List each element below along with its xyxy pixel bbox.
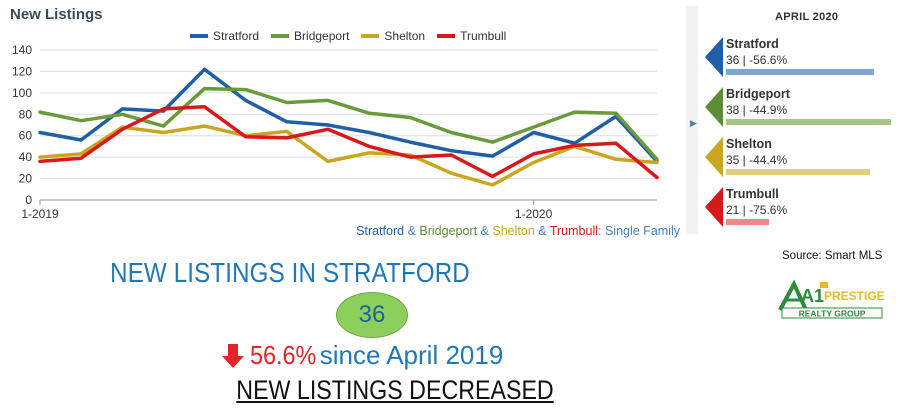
chart-subtitle: Stratford & Bridgeport & Shelton & Trumb… bbox=[356, 224, 680, 238]
city-bar bbox=[726, 119, 891, 125]
count-value: 36 bbox=[358, 301, 386, 328]
y-tick-label: 40 bbox=[19, 150, 33, 164]
logo-word: PRESTIGE bbox=[824, 289, 885, 303]
y-tick-label: 100 bbox=[12, 86, 32, 100]
legend-swatch bbox=[190, 34, 208, 38]
legend-item-trumbull[interactable]: Trumbull bbox=[437, 29, 506, 43]
april-summary-panel: APRIL 2020 Stratford 36 | -56.6% Bridgepor… bbox=[703, 0, 918, 250]
city-bar bbox=[726, 169, 870, 175]
legend-swatch bbox=[361, 34, 380, 38]
city-name: Stratford bbox=[726, 37, 779, 51]
legend-label: Trumbull bbox=[460, 29, 507, 43]
y-tick-label: 80 bbox=[19, 107, 33, 121]
series-line-shelton bbox=[38, 124, 659, 187]
city-marker-icon bbox=[705, 37, 723, 77]
line-chart-panel: New Listings Stratford Bridgeport Shelton T… bbox=[0, 0, 690, 250]
headline: NEW LISTINGS IN STRATFORD bbox=[110, 257, 470, 288]
count-badge: 36 bbox=[336, 292, 408, 338]
y-tick-label: 60 bbox=[19, 129, 33, 143]
chart-legend: Stratford Bridgeport Shelton Trumbull bbox=[190, 29, 506, 43]
city-marker-icon bbox=[705, 137, 723, 177]
city-stat: 36 | -56.6% bbox=[726, 53, 788, 67]
subtitle-part: Stratford bbox=[356, 224, 405, 238]
legend-item-stratford[interactable]: Stratford bbox=[190, 29, 259, 43]
subtitle-part: & bbox=[477, 224, 493, 238]
down-arrow-icon bbox=[222, 343, 244, 368]
city-name: Trumbull bbox=[726, 187, 779, 201]
legend-swatch bbox=[437, 34, 456, 38]
source-label: Source: Smart MLS bbox=[782, 250, 883, 262]
city-summary-bridgeport: Bridgeport 38 | -44.9% bbox=[703, 84, 915, 130]
change-row: 56.6% since April 2019 bbox=[222, 340, 503, 371]
city-bar bbox=[726, 219, 769, 225]
change-percent: 56.6% bbox=[250, 340, 317, 370]
subtitle-part: & bbox=[534, 224, 550, 238]
city-name: Bridgeport bbox=[726, 87, 790, 101]
city-stat: 38 | -44.9% bbox=[726, 103, 788, 117]
legend-swatch bbox=[271, 34, 290, 38]
series-line-stratford bbox=[38, 67, 659, 164]
change-since: since April 2019 bbox=[319, 340, 504, 370]
series-line-trumbull bbox=[38, 105, 659, 180]
subtitle-part: : Single Family bbox=[598, 224, 680, 238]
legend-item-shelton[interactable]: Shelton bbox=[361, 29, 425, 43]
side-panel-title: APRIL 2020 bbox=[775, 11, 839, 23]
subtitle-part: Shelton bbox=[492, 224, 535, 238]
subtitle-part: Bridgeport bbox=[419, 224, 478, 238]
city-name: Shelton bbox=[726, 137, 772, 151]
subtitle-part: Trumbull bbox=[549, 224, 599, 238]
legend-label: Stratford bbox=[213, 29, 260, 43]
chart-title: New Listings bbox=[10, 6, 103, 23]
city-summary-stratford: Stratford 36 | -56.6% bbox=[703, 34, 915, 80]
line-chart-svg: 0 20 40 60 80 100 120 140 1-2019 1-2020 bbox=[12, 43, 659, 221]
y-tick-label: 20 bbox=[19, 172, 33, 186]
city-stat: 21 | -75.6% bbox=[726, 203, 788, 217]
city-bar bbox=[726, 69, 874, 75]
y-tick-label: 120 bbox=[12, 64, 32, 78]
y-tick-label: 0 bbox=[25, 193, 32, 207]
x-tick-label: 1-2019 bbox=[21, 207, 59, 221]
company-logo: A1 PRESTIGE REALTY GROUP bbox=[778, 279, 885, 319]
subtitle-part: & bbox=[404, 224, 420, 238]
city-summary-shelton: Shelton 35 | -44.4% bbox=[703, 134, 915, 180]
expand-arrow-icon[interactable]: ▶ bbox=[690, 118, 697, 128]
logo-mark: A1 bbox=[801, 286, 824, 306]
logo-tagline: REALTY GROUP bbox=[799, 309, 866, 319]
city-stat: 35 | -44.4% bbox=[726, 153, 788, 167]
y-tick-label: 140 bbox=[12, 43, 32, 57]
panel-divider bbox=[686, 6, 698, 234]
verdict-text: NEW LISTINGS DECREASED bbox=[236, 375, 554, 405]
city-marker-icon bbox=[705, 87, 723, 127]
legend-label: Shelton bbox=[384, 29, 426, 43]
legend-item-bridgeport[interactable]: Bridgeport bbox=[271, 29, 349, 43]
x-tick-label: 1-2020 bbox=[515, 207, 553, 221]
legend-label: Bridgeport bbox=[294, 29, 350, 43]
city-summary-trumbull: Trumbull 21 | -75.6% bbox=[703, 184, 915, 230]
city-marker-icon bbox=[705, 187, 723, 227]
